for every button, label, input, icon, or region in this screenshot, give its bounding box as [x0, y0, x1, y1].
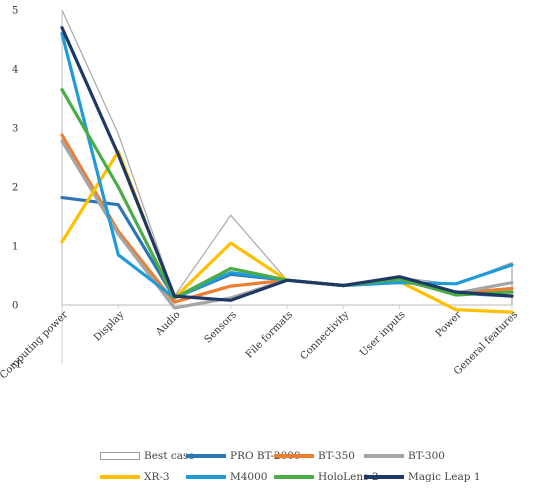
- x-tick-label: File formats: [244, 309, 295, 360]
- axes: [61, 10, 513, 364]
- y-tick-label: 2: [12, 183, 18, 194]
- y-tick-label: 0: [12, 301, 18, 312]
- series-lines: [60, 26, 514, 314]
- y-tick-labels: -1 0 1 2 3 4 5: [12, 6, 22, 371]
- x-tick-label: Connectivity: [298, 309, 351, 362]
- x-tick-label: Computing power: [0, 309, 70, 381]
- y-tick-label: 3: [12, 124, 18, 135]
- x-tick-label: Display: [92, 309, 127, 344]
- x-tick-label: Audio: [153, 309, 182, 338]
- series-area-best-case: [61, 9, 513, 306]
- best-case-area-layer: [61, 9, 513, 306]
- x-tick-label: Sensors: [203, 309, 239, 345]
- y-tick-label: 1: [12, 242, 18, 253]
- y-tick-label: -1: [12, 360, 22, 371]
- series-line-magic-leap-1: [60, 26, 514, 302]
- x-tick-label: User inputs: [358, 309, 408, 359]
- x-tick-label: General features: [452, 309, 520, 377]
- y-tick-label: 4: [12, 65, 18, 76]
- x-tick-labels: Computing power Display Audio Sensors File f…: [0, 309, 520, 381]
- x-tick-label: Power: [434, 309, 464, 339]
- y-tick-label: 5: [12, 6, 18, 17]
